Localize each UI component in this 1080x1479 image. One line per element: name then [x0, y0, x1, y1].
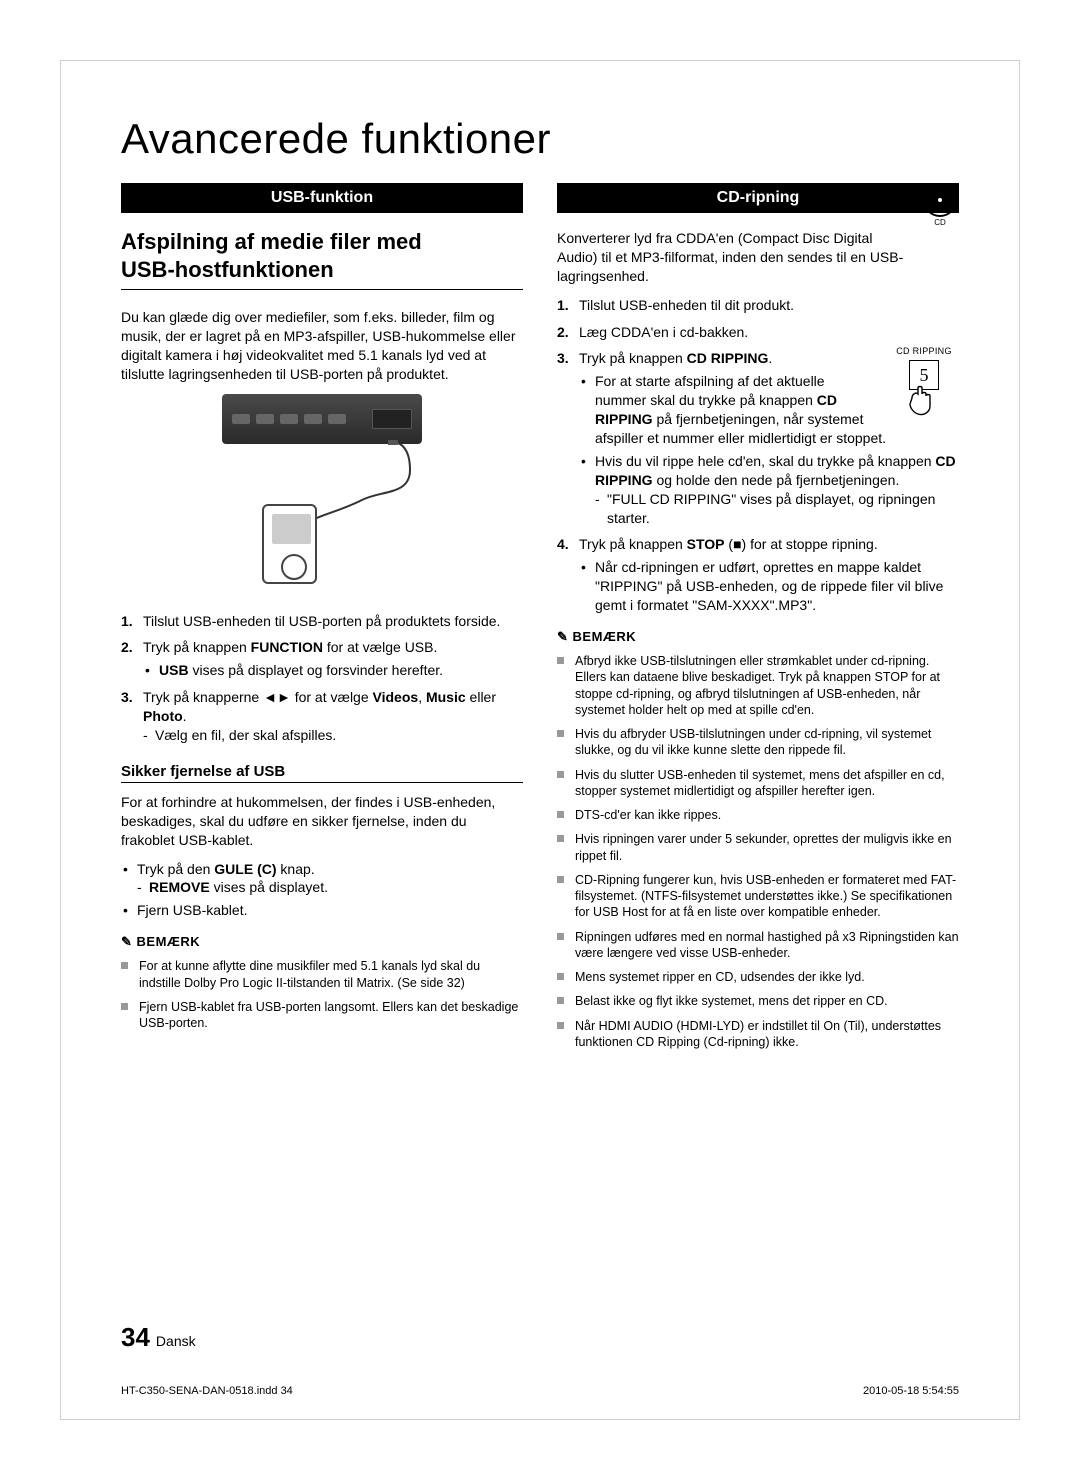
usb-section-bar: USB-funktion [121, 183, 523, 213]
right-note-4: DTS-cd'er kan ikke rippes. [557, 807, 959, 823]
right-note-8: Mens systemet ripper en CD, udsendes der… [557, 969, 959, 985]
print-footer: HT-C350-SENA-DAN-0518.indd 34 2010-05-18… [121, 1385, 959, 1397]
usb-heading-line2: USB-hostfunktionen [121, 257, 523, 283]
right-note-label: BEMÆRK [557, 629, 959, 645]
page-title: Avancerede funktioner [121, 115, 959, 163]
usb-step-1: Tilslut USB-enheden til USB-porten på pr… [121, 612, 523, 631]
svg-text:CD: CD [934, 218, 946, 227]
safe-remove-intro: For at forhindre at hukommelsen, der fin… [121, 793, 523, 850]
cd-step-3-dash: "FULL CD RIPPING" vises på displayet, og… [595, 490, 959, 528]
right-note-7: Ripningen udføres med en normal hastighe… [557, 929, 959, 962]
cd-step-3-b1: For at starte afspilning af det aktuelle… [579, 372, 959, 448]
cd-section-bar: CD-ripning [557, 183, 959, 213]
safe-step-1: Tryk på den GULE (C) knap. REMOVE vises … [121, 860, 523, 898]
left-note-1: For at kunne aflytte dine musikfiler med… [121, 958, 523, 991]
safe-remove-heading: Sikker fjernelse af USB [121, 763, 523, 783]
player-device-icon [222, 394, 422, 444]
usb-heading-line1: Afspilning af medie filer med [121, 229, 523, 255]
two-columns: USB-funktion Afspilning af medie filer m… [121, 183, 959, 1058]
cd-step-3-b2: Hvis du vil rippe hele cd'en, skal du tr… [579, 452, 959, 528]
usb-steps: Tilslut USB-enheden til USB-porten på pr… [121, 612, 523, 745]
page-number: 34Dansk [121, 1322, 196, 1353]
cd-step-1: Tilslut USB-enheden til dit produkt. [557, 296, 959, 315]
cd-step-3: CD RIPPING 5 Tryk på knappen CD RIPPING.… [557, 349, 959, 527]
cd-step-4-b1: Når cd-ripningen er udført, oprettes en … [579, 558, 959, 615]
right-note-6: CD-Ripning fungerer kun, hvis USB-enhede… [557, 872, 959, 921]
usb-figure [202, 394, 442, 594]
cd-step-4: Tryk på knappen STOP (■) for at stoppe r… [557, 535, 959, 615]
usb-step-2: Tryk på knappen FUNCTION for at vælge US… [121, 638, 523, 680]
cd-disc-icon: CD [921, 183, 959, 227]
footer-right: 2010-05-18 5:54:55 [863, 1385, 959, 1397]
right-note-3: Hvis du slutter USB-enheden til systemet… [557, 767, 959, 800]
usb-heading: Afspilning af medie filer med USB-hostfu… [121, 229, 523, 290]
right-note-9: Belast ikke og flyt ikke systemet, mens … [557, 993, 959, 1009]
right-notes: Afbryd ikke USB-tilslutningen eller strø… [557, 653, 959, 1050]
usb-intro: Du kan glæde dig over mediefiler, som f.… [121, 308, 523, 384]
usb-step-2-sub: USB vises på displayet og forsvinder her… [143, 661, 523, 680]
right-note-1: Afbryd ikke USB-tilslutningen eller strø… [557, 653, 959, 718]
left-note-2: Fjern USB-kablet fra USB-porten langsomt… [121, 999, 523, 1032]
cd-step-2: Læg CDDA'en i cd-bakken. [557, 323, 959, 342]
left-column: USB-funktion Afspilning af medie filer m… [121, 183, 523, 1058]
safe-step-1-sub: REMOVE vises på displayet. [137, 878, 523, 897]
usb-step-3-sub: Vælg en fil, der skal afspilles. [143, 726, 523, 745]
usb-step-3: Tryk på knapperne ◄► for at vælge Videos… [121, 688, 523, 745]
right-note-10: Når HDMI AUDIO (HDMI-LYD) er indstillet … [557, 1018, 959, 1051]
left-notes: For at kunne aflytte dine musikfiler med… [121, 958, 523, 1031]
page: Avancerede funktioner USB-funktion Afspi… [60, 60, 1020, 1420]
right-column: CD-ripning CD Konverterer lyd fra CDDA'e… [557, 183, 959, 1058]
safe-step-2: Fjern USB-kablet. [121, 901, 523, 920]
cd-steps: Tilslut USB-enheden til dit produkt. Læg… [557, 296, 959, 615]
safe-remove-steps: Tryk på den GULE (C) knap. REMOVE vises … [121, 860, 523, 921]
mp3-player-icon [262, 504, 317, 584]
left-note-label: BEMÆRK [121, 934, 523, 950]
cd-intro: Konverterer lyd fra CDDA'en (Compact Dis… [557, 229, 959, 286]
right-note-2: Hvis du afbryder USB-tilslutningen under… [557, 726, 959, 759]
footer-left: HT-C350-SENA-DAN-0518.indd 34 [121, 1385, 293, 1397]
right-note-5: Hvis ripningen varer under 5 sekunder, o… [557, 831, 959, 864]
